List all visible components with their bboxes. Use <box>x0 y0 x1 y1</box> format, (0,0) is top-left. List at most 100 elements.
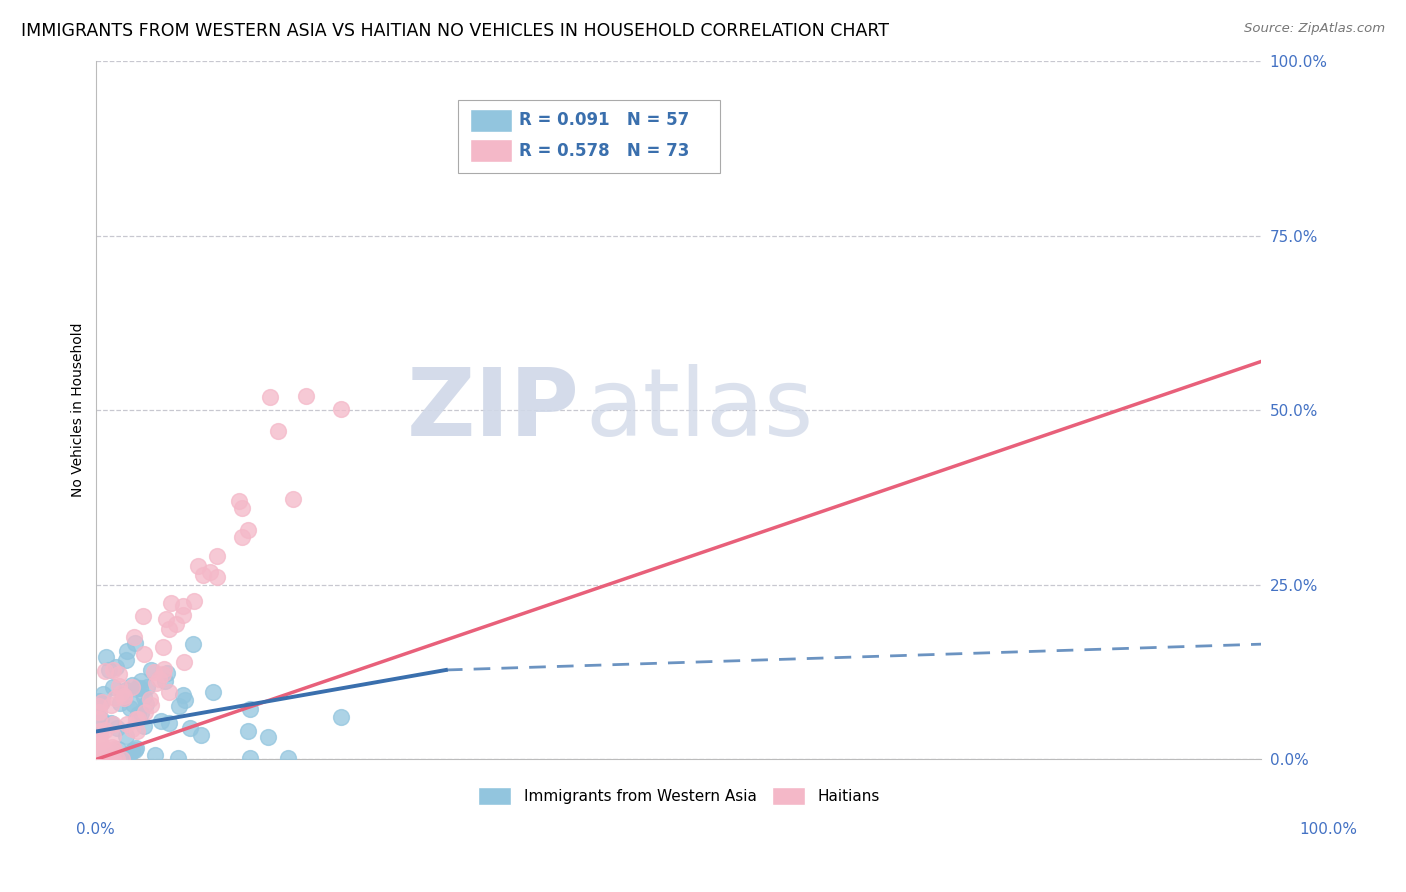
Point <box>112 690 135 704</box>
Point <box>152 640 174 655</box>
Point <box>179 721 201 735</box>
Point <box>101 717 124 731</box>
Point <box>157 622 180 636</box>
Point <box>155 612 177 626</box>
Point <box>139 698 162 712</box>
Point <box>91 687 114 701</box>
Point <box>277 751 299 765</box>
Legend: Immigrants from Western Asia, Haitians: Immigrants from Western Asia, Haitians <box>471 781 886 811</box>
Point <box>145 675 167 690</box>
Point <box>236 523 259 537</box>
Point <box>90 696 112 710</box>
Point <box>156 665 179 680</box>
Text: ZIP: ZIP <box>406 364 579 456</box>
Point <box>110 686 132 700</box>
Point <box>236 723 259 738</box>
Point <box>281 491 304 506</box>
Point <box>129 674 152 689</box>
FancyBboxPatch shape <box>471 109 512 132</box>
Point <box>129 706 152 720</box>
Point <box>105 660 128 674</box>
Point <box>132 647 155 661</box>
Point <box>115 683 138 698</box>
Point <box>91 744 114 758</box>
Point <box>121 681 143 695</box>
Point <box>149 714 172 729</box>
Point <box>120 700 142 714</box>
Point <box>112 690 135 705</box>
Point <box>108 666 131 681</box>
Point <box>121 722 143 736</box>
Point <box>120 745 142 759</box>
Point <box>101 744 124 758</box>
Point <box>87 721 110 735</box>
Point <box>94 664 117 678</box>
Point <box>134 705 156 719</box>
Point <box>87 694 110 708</box>
Point <box>91 695 114 709</box>
Point <box>152 666 174 681</box>
Point <box>191 567 214 582</box>
Point <box>257 730 280 744</box>
Point <box>157 684 180 698</box>
Point <box>198 565 221 579</box>
Text: 0.0%: 0.0% <box>76 822 115 837</box>
Point <box>90 751 112 765</box>
Point <box>259 391 281 405</box>
Point <box>97 752 120 766</box>
Point <box>127 712 149 726</box>
Point <box>101 739 124 754</box>
Point <box>101 680 124 694</box>
Point <box>127 706 149 721</box>
Point <box>115 653 138 667</box>
Point <box>110 696 132 710</box>
Point <box>153 663 176 677</box>
Point <box>132 690 155 705</box>
Point <box>89 730 111 744</box>
Text: atlas: atlas <box>586 364 814 456</box>
Point <box>101 752 124 766</box>
Point <box>125 723 148 738</box>
Point <box>136 681 159 695</box>
Point <box>90 752 112 766</box>
Point <box>207 549 229 564</box>
Point <box>165 616 187 631</box>
Point <box>174 692 197 706</box>
Point <box>115 644 138 658</box>
Point <box>101 663 124 677</box>
Point <box>103 742 125 756</box>
Point <box>239 701 262 715</box>
Point <box>90 738 112 752</box>
Point <box>160 596 183 610</box>
Point <box>231 501 253 516</box>
Point <box>139 692 162 706</box>
Point <box>105 752 128 766</box>
Point <box>172 689 194 703</box>
Point <box>167 699 190 714</box>
Point <box>124 631 146 645</box>
Point <box>90 712 112 726</box>
Point <box>111 752 134 766</box>
Point <box>121 744 143 758</box>
Point <box>115 716 138 731</box>
Point <box>89 752 111 766</box>
Point <box>172 608 194 623</box>
Point <box>205 570 228 584</box>
Text: Source: ZipAtlas.com: Source: ZipAtlas.com <box>1244 22 1385 36</box>
Point <box>239 751 262 765</box>
Point <box>100 698 122 712</box>
Y-axis label: No Vehicles in Household: No Vehicles in Household <box>72 323 86 498</box>
Point <box>94 649 117 664</box>
Point <box>114 729 136 743</box>
Point <box>166 751 188 765</box>
Point <box>295 389 318 403</box>
Point <box>173 655 195 669</box>
FancyBboxPatch shape <box>457 100 720 173</box>
Point <box>183 593 205 607</box>
Point <box>228 494 250 508</box>
Point <box>190 728 212 742</box>
Point <box>139 664 162 678</box>
Point <box>143 665 166 679</box>
Point <box>183 637 205 651</box>
Point <box>132 719 155 733</box>
